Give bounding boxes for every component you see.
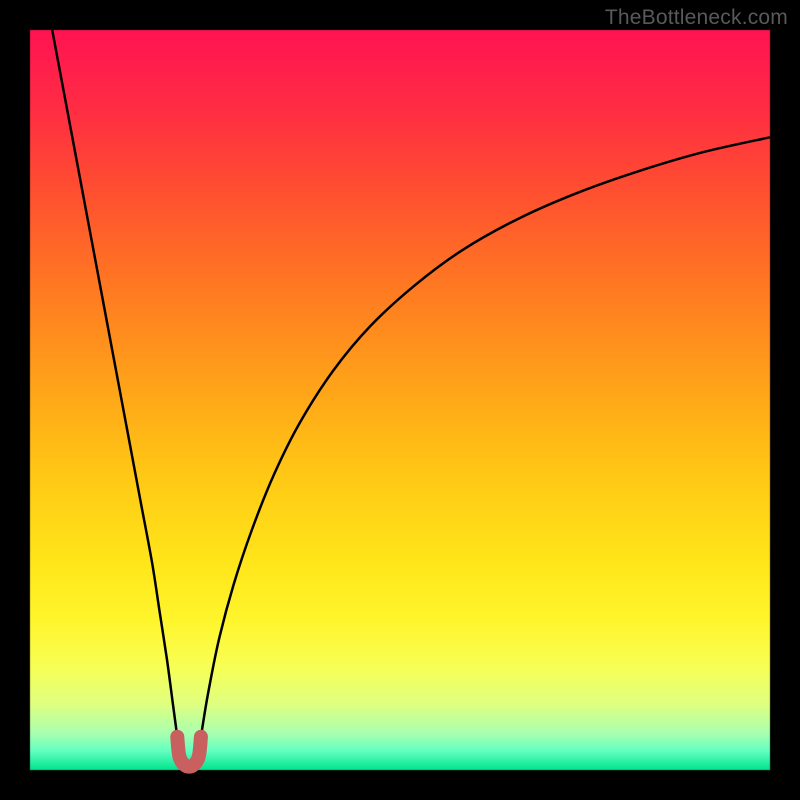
watermark-text: TheBottleneck.com	[605, 6, 788, 30]
chart-container: TheBottleneck.com	[0, 0, 800, 800]
curve-overlay	[0, 0, 800, 800]
right-bottleneck-curve	[201, 137, 770, 736]
optimal-u-marker	[177, 737, 201, 767]
left-bottleneck-curve	[52, 30, 177, 737]
